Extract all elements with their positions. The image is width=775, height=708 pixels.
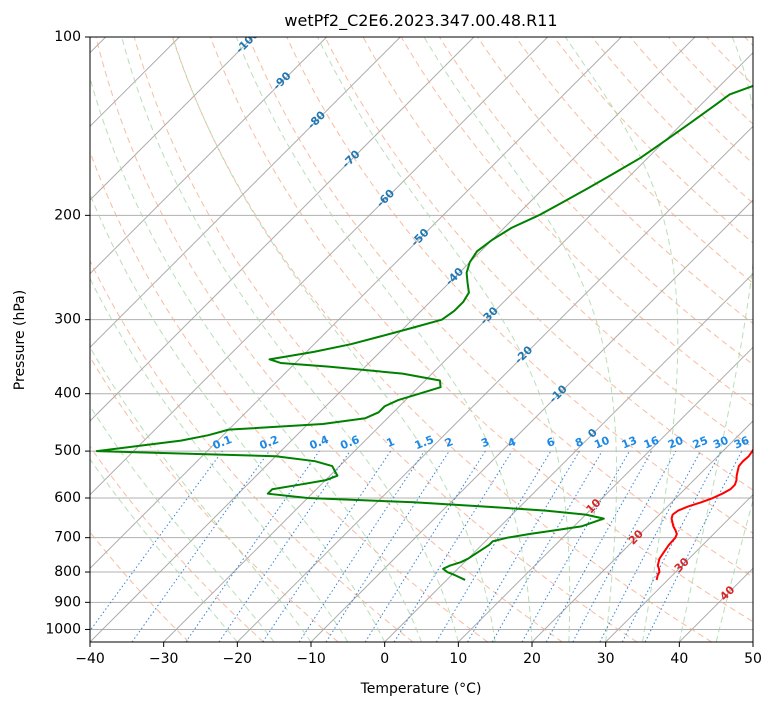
mixing-ratio-line bbox=[364, 450, 486, 642]
isotherm-line bbox=[236, 125, 753, 642]
moist-adiabat-line bbox=[235, 37, 533, 642]
mixing-ratio-label: 25 bbox=[691, 434, 710, 452]
mixing-ratio-line bbox=[521, 450, 630, 642]
dry-adiabat-line bbox=[171, 37, 712, 642]
plot-frame bbox=[89, 36, 754, 643]
mixing-ratio-label: 10 bbox=[592, 434, 611, 452]
mixing-ratio-line bbox=[131, 450, 270, 642]
x-tick-label: −30 bbox=[149, 651, 179, 667]
moist-adiabat-line bbox=[90, 76, 422, 642]
mixing-ratio-line bbox=[491, 450, 603, 642]
isotherm-line bbox=[90, 37, 549, 496]
dry-adiabat-line bbox=[477, 37, 753, 325]
mixing-ratio-label: 1 bbox=[385, 435, 397, 450]
dry-adiabat-line bbox=[95, 37, 563, 642]
mixing-ratio-line bbox=[467, 450, 580, 642]
moist-adiabat-line bbox=[564, 37, 679, 642]
dry-adiabat-line bbox=[210, 37, 753, 623]
mixing-ratio-label: 8 bbox=[573, 435, 585, 450]
profile-lines bbox=[95, 84, 753, 581]
y-tick-label: 700 bbox=[54, 530, 81, 546]
y-tick-label: 200 bbox=[54, 207, 81, 223]
x-tick-label: −20 bbox=[223, 651, 253, 667]
mixing-ratio-line bbox=[325, 450, 450, 642]
x-tick-label: 0 bbox=[380, 651, 389, 667]
y-tick-label: 500 bbox=[54, 443, 81, 459]
dry-adiabat-line bbox=[324, 37, 753, 491]
dry-adiabat-line bbox=[591, 37, 753, 204]
mixing-ratio-label: 13 bbox=[620, 434, 639, 452]
mixing-ratio-label: 2 bbox=[443, 435, 455, 450]
moist-adiabat-line bbox=[423, 37, 618, 642]
y-tick-label: 600 bbox=[54, 490, 81, 506]
dry-adiabat-line bbox=[90, 259, 414, 642]
dry-adiabat-line bbox=[400, 37, 753, 407]
y-axis-title: Pressure (hPa) bbox=[12, 290, 28, 390]
mixing-ratio-label: 30 bbox=[711, 434, 730, 452]
mixing-ratio-line bbox=[545, 450, 653, 642]
dewpoint-profile bbox=[95, 84, 753, 581]
y-axis: 100 200 300 400 500 600 700 800 900 1000 bbox=[45, 29, 90, 637]
mixing-ratio-label: 20 bbox=[666, 434, 685, 452]
mixing-ratio-label: 36 bbox=[732, 434, 751, 452]
mixing-ratio-line bbox=[90, 450, 223, 632]
mixing-ratio-line bbox=[185, 450, 320, 642]
isotherm-line bbox=[384, 272, 753, 642]
moist-adiabat-line bbox=[90, 192, 386, 642]
x-tick-label: 10 bbox=[449, 651, 467, 667]
y-tick-label: 300 bbox=[54, 312, 81, 328]
isotherm-line bbox=[90, 37, 622, 570]
moist-adiabat-line bbox=[121, 37, 459, 642]
y-tick-label: 900 bbox=[54, 594, 81, 610]
isotherm-line bbox=[531, 420, 753, 642]
mixing-ratio-line bbox=[218, 450, 351, 642]
moist-adiabat-line bbox=[90, 277, 349, 642]
y-tick-label: 400 bbox=[54, 386, 81, 402]
background-lines bbox=[90, 37, 753, 642]
dry-adiabat-line bbox=[133, 37, 638, 642]
x-tick-label: 50 bbox=[744, 651, 762, 667]
x-axis: −40 −30 −20 −10 0 10 20 30 40 50 bbox=[75, 642, 762, 667]
moist-adiabat-line bbox=[90, 458, 238, 642]
isotherm-line bbox=[90, 37, 475, 422]
x-tick-label: −10 bbox=[296, 651, 326, 667]
dry-adiabat-line bbox=[248, 37, 753, 578]
y-tick-label: 1000 bbox=[45, 621, 81, 637]
temperature-profile bbox=[655, 447, 753, 581]
dry-adiabat-line bbox=[629, 37, 753, 165]
dry-adiabat-line bbox=[362, 37, 753, 449]
moist-adiabat-line bbox=[317, 37, 571, 642]
isotherm-line bbox=[90, 37, 254, 201]
x-axis-title: Temperature (°C) bbox=[360, 681, 482, 697]
isotherm-line bbox=[90, 37, 401, 349]
mixing-ratio-line bbox=[393, 450, 513, 642]
moist-adiabat-line bbox=[715, 498, 753, 642]
chart-title: wetPf2_C2E6.2023.347.00.48.R11 bbox=[284, 11, 557, 31]
x-tick-label: 40 bbox=[670, 651, 688, 667]
mixing-ratio-label: 16 bbox=[642, 434, 661, 452]
mixing-ratio-line bbox=[572, 450, 677, 642]
moist-adiabat-line bbox=[678, 37, 753, 642]
isotherm-line bbox=[605, 493, 753, 642]
mixing-ratio-line bbox=[435, 450, 552, 642]
isotherm-line bbox=[457, 346, 753, 642]
dry-adiabat-line bbox=[90, 445, 264, 642]
isotherm-line bbox=[90, 37, 328, 275]
dry-adiabat-line bbox=[515, 37, 753, 284]
x-tick-label: −40 bbox=[75, 651, 105, 667]
x-tick-label: 20 bbox=[523, 651, 541, 667]
x-tick-label: 30 bbox=[597, 651, 615, 667]
y-tick-label: 800 bbox=[54, 564, 81, 580]
moist-adiabat-line bbox=[90, 405, 275, 642]
moist-adiabat-line bbox=[172, 37, 496, 642]
mixing-ratio-label: 3 bbox=[479, 435, 491, 450]
y-tick-label: 100 bbox=[54, 29, 81, 45]
